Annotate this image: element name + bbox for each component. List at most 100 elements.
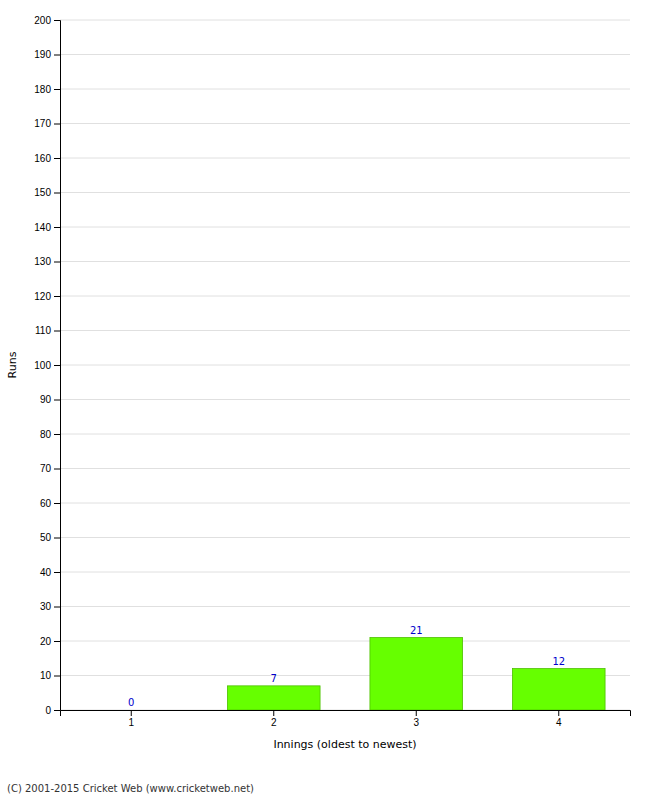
y-tick-label: 140 <box>34 222 51 233</box>
x-tick-mark <box>273 710 274 716</box>
y-tick-label: 70 <box>40 463 52 474</box>
y-tick-mark <box>54 158 60 159</box>
x-tick: 4 <box>556 710 562 728</box>
footer: (C) 2001-2015 Cricket Web (www.cricketwe… <box>7 783 254 794</box>
x-tick-mark <box>558 710 559 716</box>
grid-line <box>60 537 630 538</box>
grid-line <box>60 399 630 400</box>
y-tick-label: 10 <box>40 670 52 681</box>
y-tick-mark <box>54 296 60 297</box>
y-tick-label: 130 <box>34 256 51 267</box>
bar <box>227 686 320 710</box>
x-tick-label: 4 <box>556 717 562 728</box>
y-tick-mark <box>54 710 60 711</box>
y-tick: 160 <box>34 153 60 164</box>
y-tick: 170 <box>34 118 60 129</box>
y-tick-label: 190 <box>34 49 51 60</box>
y-tick: 30 <box>40 601 60 612</box>
y-tick: 190 <box>34 49 60 60</box>
y-tick-label: 50 <box>40 532 52 543</box>
y-tick-mark <box>54 124 60 125</box>
y-tick-label: 100 <box>34 360 51 371</box>
y-axis: 0 10 20 30 40 50 60 70 80 90 100 110 120 130 140 150 160… <box>34 15 60 716</box>
y-tick-mark <box>54 469 60 470</box>
data-labels: 0 7 21 12 <box>128 625 565 708</box>
grid-line <box>60 296 630 297</box>
x-tick: 3 <box>413 710 419 728</box>
data-label: 12 <box>552 656 565 667</box>
y-tick-mark <box>54 434 60 435</box>
y-tick: 140 <box>34 222 60 233</box>
x-axis-line <box>61 711 631 717</box>
y-tick-mark <box>54 262 60 263</box>
y-tick-mark <box>54 227 60 228</box>
y-tick-mark <box>54 331 60 332</box>
y-tick-mark <box>54 365 60 366</box>
y-tick-label: 0 <box>45 705 51 716</box>
y-tick: 200 <box>34 15 60 26</box>
y-tick: 20 <box>40 636 60 647</box>
x-tick-label: 1 <box>128 717 134 728</box>
y-tick-label: 60 <box>40 498 52 509</box>
y-tick: 130 <box>34 256 60 267</box>
grid-line <box>60 330 630 331</box>
grid-line <box>60 20 630 21</box>
x-axis-title: Innings (oldest to newest) <box>273 738 416 751</box>
y-tick-mark <box>54 676 60 677</box>
grid-line <box>60 434 630 435</box>
y-tick: 90 <box>40 394 60 405</box>
y-tick: 70 <box>40 463 60 474</box>
y-tick-label: 120 <box>34 291 51 302</box>
y-tick-mark <box>54 193 60 194</box>
y-tick: 40 <box>40 567 60 578</box>
x-tick-label: 3 <box>413 717 419 728</box>
y-tick-mark <box>54 607 60 608</box>
y-tick-mark <box>54 572 60 573</box>
x-tick-mark <box>131 710 132 716</box>
y-tick: 80 <box>40 429 60 440</box>
y-axis-line <box>54 21 61 711</box>
y-tick: 180 <box>34 84 60 95</box>
x-tick: 1 <box>128 710 134 728</box>
grid-line <box>60 54 630 55</box>
y-tick-label: 180 <box>34 84 51 95</box>
y-tick-mark <box>54 641 60 642</box>
grid-line <box>60 89 630 90</box>
y-tick: 110 <box>35 325 60 336</box>
grid-line <box>60 641 630 642</box>
y-tick-mark <box>54 503 60 504</box>
y-tick-label: 80 <box>40 429 52 440</box>
y-tick: 100 <box>34 360 60 371</box>
y-tick: 120 <box>34 291 60 302</box>
bar <box>370 638 463 710</box>
y-tick-label: 160 <box>34 153 51 164</box>
y-tick-mark <box>54 89 60 90</box>
y-tick-label: 40 <box>40 567 52 578</box>
x-tick-label: 2 <box>271 717 277 728</box>
grid-line <box>60 503 630 504</box>
grid <box>60 20 630 710</box>
y-tick: 50 <box>40 532 60 543</box>
bars <box>227 638 605 710</box>
y-tick-mark <box>54 400 60 401</box>
data-label: 7 <box>271 673 277 684</box>
y-tick-label: 110 <box>35 325 51 336</box>
x-tick: 2 <box>271 710 277 728</box>
chart: 0102030405060708090100110120130140150160… <box>0 0 650 800</box>
grid-line <box>60 468 630 469</box>
grid-line <box>60 123 630 124</box>
grid-line <box>60 158 630 159</box>
grid-line <box>60 192 630 193</box>
bar <box>85 710 178 711</box>
y-tick-label: 200 <box>34 15 51 26</box>
data-label: 21 <box>410 625 423 636</box>
grid-line <box>60 606 630 607</box>
data-label: 0 <box>128 697 134 708</box>
y-tick: 60 <box>40 498 60 509</box>
bar <box>512 669 605 710</box>
y-tick: 150 <box>34 187 60 198</box>
y-tick-mark <box>54 55 60 56</box>
y-axis-title: Runs <box>6 351 19 378</box>
y-tick-mark <box>54 20 60 21</box>
grid-line <box>60 227 630 228</box>
